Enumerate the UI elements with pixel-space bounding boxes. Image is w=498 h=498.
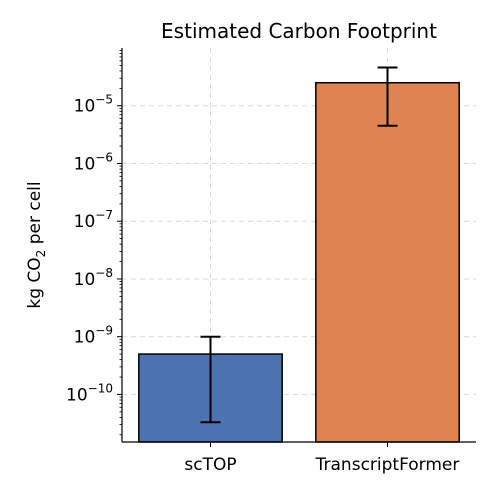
y-ticks: 10−10 10−9 10−8 10−7 10−6 10−5: [66, 50, 122, 436]
bars: [138, 82, 460, 443]
axes: [121, 48, 476, 443]
x-tick-label-transcriptformer: TranscriptFormer: [315, 455, 460, 475]
x-ticks: scTOP TranscriptFormer: [184, 442, 459, 475]
y-tick-label: 10−5: [74, 93, 113, 117]
chart-title: Estimated Carbon Footprint: [161, 19, 437, 43]
bar-transcriptformer: [315, 82, 460, 443]
y-tick-label: 10−6: [74, 150, 113, 174]
y-tick-label: 10−10: [66, 381, 113, 405]
y-tick-label: 10−9: [74, 324, 113, 348]
error-bars: [200, 66, 398, 424]
y-tick-label: 10−7: [74, 208, 113, 232]
x-tick-label-sctop: scTOP: [184, 455, 236, 475]
y-axis-label: kg CO2 per cell: [25, 181, 48, 308]
y-tick-label: 10−8: [74, 266, 113, 290]
